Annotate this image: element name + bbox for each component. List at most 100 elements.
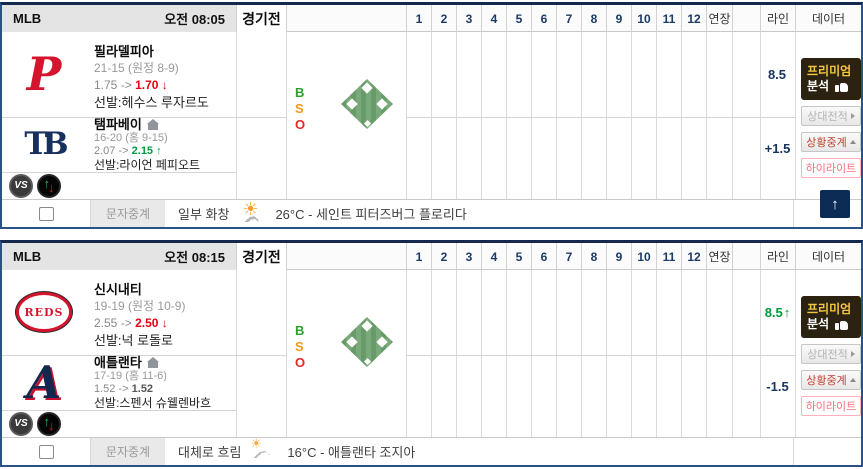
grid-line bbox=[681, 32, 682, 199]
grid-line bbox=[556, 270, 557, 437]
thumbs-up-icon bbox=[835, 319, 849, 331]
grid-line bbox=[286, 270, 287, 437]
grid-line bbox=[506, 32, 507, 199]
starting-pitcher: 선발:헤수스 루자르도 bbox=[94, 95, 209, 110]
inning-column-header: 11 bbox=[656, 5, 681, 32]
team-info: 필라델피아 21-15 (원정 8-9) 1.75 -> 1.70 ↓ 선발:헤… bbox=[94, 43, 234, 111]
line-value-home: +1.5 bbox=[764, 140, 791, 156]
home-team-row: TB 탬파베이 16-20 (홈 9-15) 2.07 -> 2.15 ↑ 선발… bbox=[2, 117, 236, 173]
vs-icon: VS bbox=[9, 411, 33, 436]
inning-column-header: 6 bbox=[531, 5, 556, 32]
inning-column-header: 9 bbox=[606, 5, 631, 32]
header-gap-cell bbox=[732, 5, 760, 32]
weather-info: 대체로 흐림 ☀ ☁ ☁ 16°C - 애틀랜타 조지아 bbox=[178, 437, 416, 465]
odds-updown-icon: ↑ ↓ bbox=[37, 173, 61, 198]
league-time-cell: MLB 오전 08:05 bbox=[2, 5, 236, 32]
game-header-row: MLB 오전 08:05 경기전 1 2 3 4 5 6 7 8 9 10 11 12 연장 라인 데… bbox=[2, 5, 861, 32]
weather-description: 대체로 흐림 bbox=[178, 445, 242, 460]
grid-line bbox=[481, 270, 482, 437]
league-label: MLB bbox=[13, 11, 42, 26]
away-team-row: P 필라델피아 21-15 (원정 8-9) 1.75 -> 1.70 ↓ 선발… bbox=[2, 32, 236, 117]
data-buttons: 프리미엄 분석 상대전적 상황중계 하이라이트 bbox=[801, 296, 861, 416]
rays-logo: TB bbox=[8, 119, 80, 169]
team-name: 탬파베이 bbox=[94, 118, 234, 132]
team-odds: 2.55 -> 2.50 ↓ bbox=[94, 316, 168, 330]
divider bbox=[2, 355, 286, 356]
start-time: 오전 08:15 bbox=[164, 250, 225, 265]
inning-column-header: 4 bbox=[481, 243, 506, 270]
grid-line bbox=[706, 270, 707, 437]
highlight-button[interactable]: 하이라이트 bbox=[801, 396, 861, 416]
inning-column-header: 10 bbox=[631, 243, 656, 270]
arrow-up-icon bbox=[849, 140, 856, 144]
inning-column-header: 8 bbox=[581, 243, 606, 270]
game-footer-row: 문자중계 대체로 흐림 ☀ ☁ ☁ 16°C - 애틀랜타 조지아 bbox=[2, 437, 861, 465]
inning-columns: 1 2 3 4 5 6 7 8 9 10 11 12 bbox=[406, 243, 706, 270]
grid-line bbox=[706, 32, 707, 199]
head-to-head-button[interactable]: 상대전적 bbox=[801, 344, 861, 364]
inning-column-header: 2 bbox=[431, 5, 456, 32]
grid-line bbox=[531, 270, 532, 437]
live-relay-button[interactable]: 상황중계 bbox=[801, 132, 861, 152]
team-name: 신시내티 bbox=[94, 282, 142, 297]
weather-detail: 16°C - 애틀랜타 조지아 bbox=[287, 445, 416, 460]
grid-line bbox=[556, 32, 557, 199]
data-buttons: 프리미엄 분석 상대전적 상황중계 하이라이트 bbox=[801, 58, 861, 178]
inning-column-header: 6 bbox=[531, 243, 556, 270]
grid-line bbox=[456, 32, 457, 199]
inning-column-header: 5 bbox=[506, 243, 531, 270]
divider bbox=[406, 355, 795, 356]
inning-column-header: 7 bbox=[556, 243, 581, 270]
game-card-1: MLB 오전 08:05 경기전 1 2 3 4 5 6 7 8 9 10 11 12 연장 라인 데… bbox=[0, 2, 863, 229]
grid-line bbox=[606, 32, 607, 199]
game-select-checkbox[interactable] bbox=[38, 444, 54, 459]
live-relay-button[interactable]: 상황중계 bbox=[801, 370, 861, 390]
team-odds: 1.75 -> 1.70 ↓ bbox=[94, 78, 168, 92]
inning-column-header: 12 bbox=[681, 5, 706, 32]
inning-column-header: 4 bbox=[481, 5, 506, 32]
team-name: 애틀랜타 bbox=[94, 356, 234, 370]
arrow-up-icon bbox=[849, 378, 856, 382]
scroll-to-top-button[interactable]: ↑ bbox=[820, 190, 850, 218]
game-select-checkbox[interactable] bbox=[38, 206, 54, 221]
game-body: P 필라델피아 21-15 (원정 8-9) 1.75 -> 1.70 ↓ 선발… bbox=[2, 32, 861, 199]
team-info: 신시내티 19-19 (원정 10-9) 2.55 -> 2.50 ↓ 선발:넉… bbox=[94, 281, 234, 349]
starting-pitcher: 선발:넉 로돌로 bbox=[94, 333, 173, 348]
line-value-away: 8.5 ↑ bbox=[764, 305, 791, 320]
phillies-logo: P bbox=[8, 42, 80, 106]
away-team-row: REDS 신시내티 19-19 (원정 10-9) 2.55 -> 2.50 ↓… bbox=[2, 270, 236, 355]
grid-line bbox=[760, 32, 761, 199]
highlight-button[interactable]: 하이라이트 bbox=[801, 158, 861, 178]
reds-logo: REDS bbox=[8, 280, 80, 344]
sms-relay-button[interactable]: 문자중계 bbox=[91, 438, 165, 465]
baseball-diamond-icon bbox=[341, 317, 393, 367]
divider bbox=[2, 117, 286, 118]
premium-analysis-button[interactable]: 프리미엄 분석 bbox=[801, 296, 861, 338]
odds-trend-icon: ↓ bbox=[161, 78, 168, 92]
premium-analysis-button[interactable]: 프리미엄 분석 bbox=[801, 58, 861, 100]
grid-line bbox=[236, 32, 237, 199]
team-name: 필라델피아 bbox=[94, 44, 154, 59]
sms-relay-button[interactable]: 문자중계 bbox=[91, 200, 165, 227]
grid-line bbox=[481, 32, 482, 199]
logo-text: TB bbox=[24, 126, 68, 162]
inning-column-header: 5 bbox=[506, 5, 531, 32]
grid-line bbox=[732, 32, 733, 199]
logo-text: REDS bbox=[16, 292, 72, 332]
grid-line bbox=[732, 270, 733, 437]
grid-line bbox=[631, 270, 632, 437]
home-icon bbox=[146, 119, 159, 130]
grid-line bbox=[581, 270, 582, 437]
divider bbox=[2, 410, 236, 411]
inning-column-header: 3 bbox=[456, 5, 481, 32]
grid-line bbox=[456, 270, 457, 437]
ball-strike-out-indicator: B S O bbox=[295, 323, 306, 370]
head-to-head-button[interactable]: 상대전적 bbox=[801, 106, 861, 126]
grid-line bbox=[795, 32, 796, 199]
team-record: 16-20 (홈 9-15) bbox=[94, 132, 168, 144]
vs-icon: VS bbox=[9, 173, 33, 198]
inning-columns: 1 2 3 4 5 6 7 8 9 10 11 12 bbox=[406, 5, 706, 32]
data-column-header: 데이터 bbox=[795, 5, 861, 32]
league-time-cell: MLB 오전 08:15 bbox=[2, 243, 236, 270]
grid-line bbox=[631, 32, 632, 199]
